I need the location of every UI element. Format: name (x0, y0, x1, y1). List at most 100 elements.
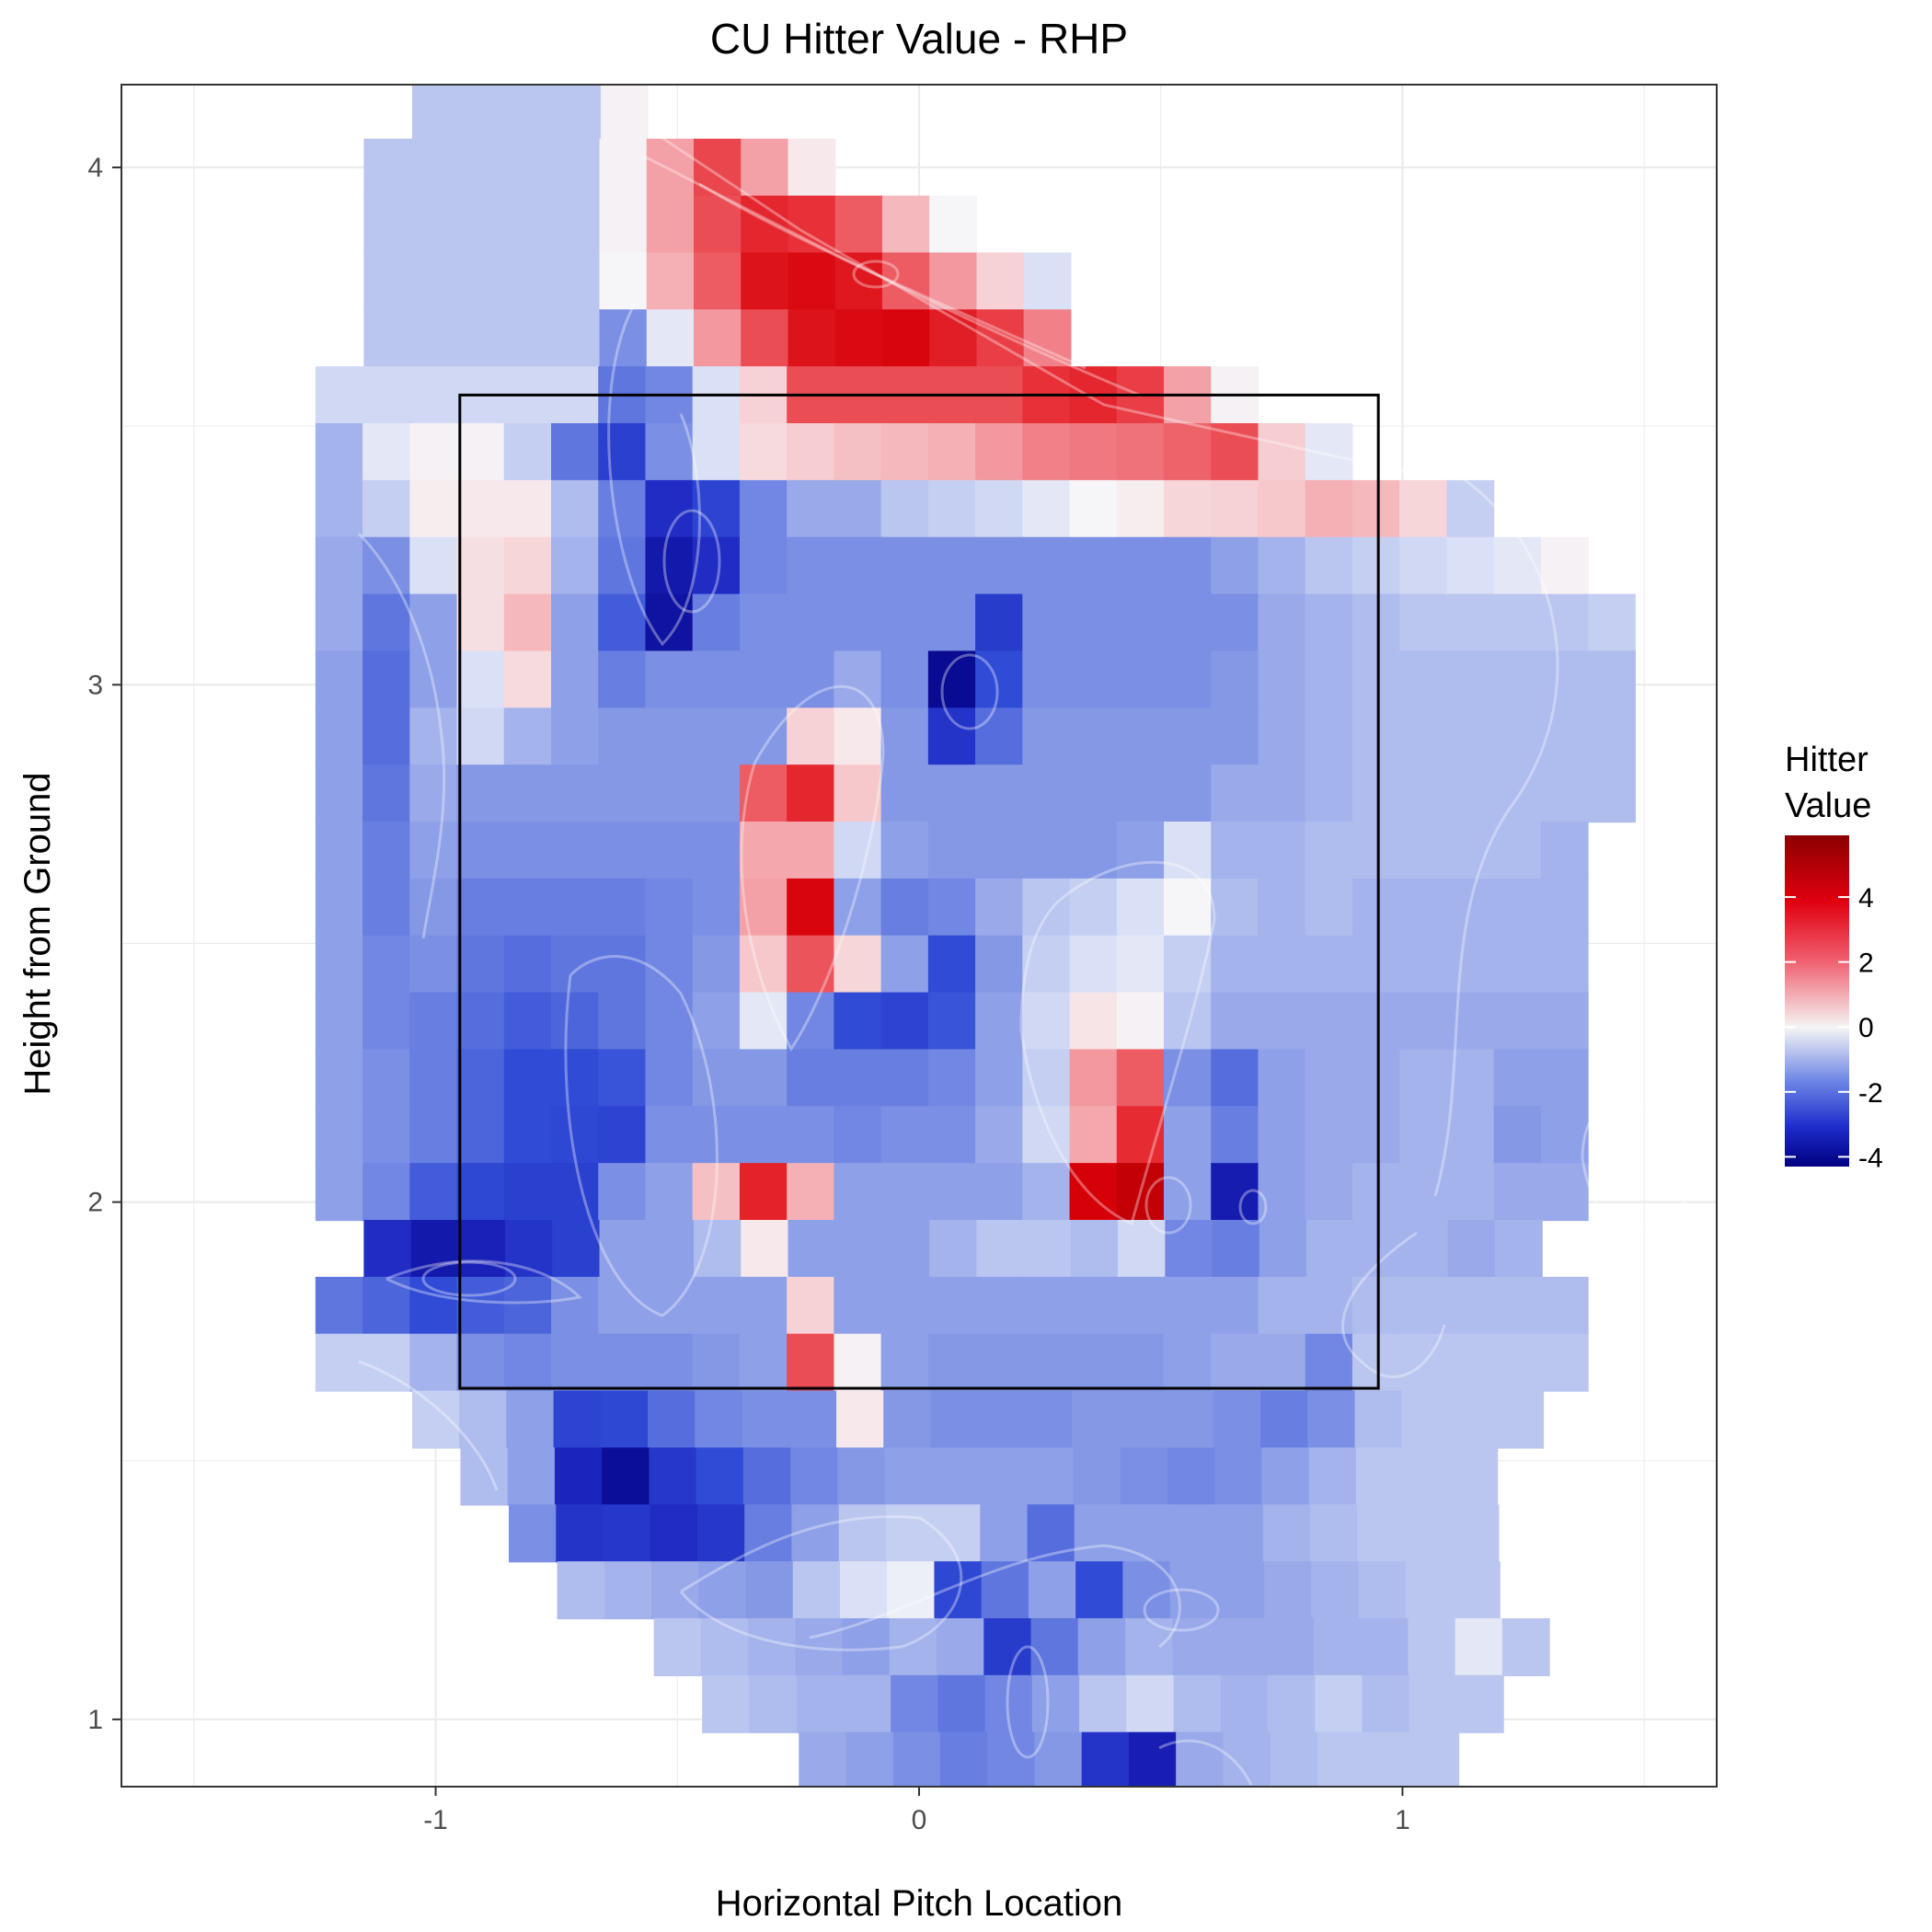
heatmap-tile (362, 423, 410, 482)
heatmap-tile (1540, 650, 1589, 709)
heatmap-tile (1116, 423, 1165, 482)
heatmap-tile (1211, 707, 1259, 766)
x-tick-label: 1 (1395, 1805, 1410, 1835)
heatmap-tile (983, 1617, 1032, 1676)
heatmap-tile (975, 1276, 1023, 1335)
heatmap-tile (1400, 1219, 1449, 1279)
heatmap-tile (1493, 1333, 1542, 1392)
heatmap-tile (1399, 536, 1447, 595)
heatmap-tile (598, 536, 647, 595)
heatmap-tile (692, 878, 741, 937)
heatmap-tile (1258, 1106, 1306, 1165)
heatmap-tile (1405, 1561, 1454, 1620)
heatmap-tile (645, 822, 694, 880)
heatmap-tile (457, 309, 506, 368)
heatmap-tile (1450, 1447, 1499, 1506)
heatmap-tile (1399, 822, 1447, 880)
heatmap-tile (1118, 1219, 1166, 1279)
heatmap-tile (362, 650, 410, 709)
heatmap-tile (315, 1049, 363, 1108)
heatmap-tile (694, 309, 742, 368)
y-tick-label: 4 (87, 153, 103, 183)
heatmap-tile (598, 479, 647, 538)
heatmap-tile (975, 707, 1023, 766)
heatmap-tile (315, 707, 363, 766)
legend-break-label: 0 (1858, 1013, 1874, 1043)
heatmap-tile (696, 1447, 744, 1506)
heatmap-tile (509, 1504, 557, 1563)
heatmap-tile (1211, 1106, 1259, 1165)
heatmap-tile (456, 878, 505, 937)
heatmap-tile (1351, 707, 1400, 766)
heatmap-tile (979, 1447, 1027, 1506)
heatmap-tile (741, 138, 789, 197)
heatmap-tile (692, 423, 741, 482)
heatmap-tile (788, 195, 836, 254)
heatmap-tile (552, 1219, 601, 1279)
heatmap-tile (1069, 935, 1118, 994)
heatmap-tile (503, 1049, 552, 1108)
heatmap-tile (1166, 1390, 1214, 1449)
heatmap-tile (362, 1333, 410, 1392)
heatmap-tile (1455, 1674, 1504, 1733)
heatmap-tile (1540, 935, 1589, 994)
heatmap-tile (1116, 935, 1165, 994)
heatmap-tile (1211, 822, 1259, 880)
heatmap-tile (456, 1106, 505, 1165)
heatmap-tile (1128, 1731, 1177, 1787)
heatmap-tile (646, 195, 695, 254)
heatmap-tile (460, 1447, 509, 1506)
density-contours (357, 136, 1704, 1786)
heatmap-tile (929, 252, 977, 311)
heatmap-tile (975, 765, 1023, 823)
heatmap-tile (604, 1561, 652, 1620)
heatmap-tile (1072, 1390, 1120, 1449)
heatmap-tile (1211, 1049, 1259, 1108)
heatmap-tile (787, 1106, 834, 1165)
legend-breaks: 4 2 0 -2 -4 (1785, 883, 1883, 1173)
heatmap-tile (937, 1674, 986, 1733)
heatmap-tile (552, 252, 601, 311)
heatmap-tile (1351, 878, 1400, 937)
heatmap-tile (1351, 1163, 1400, 1222)
heatmap-tile (1258, 1333, 1306, 1392)
heatmap-tile (503, 992, 552, 1051)
heatmap-tile (837, 1447, 886, 1506)
heatmap-tile (1069, 992, 1118, 1051)
heatmap-tile (603, 1504, 651, 1563)
heatmap-tile (456, 935, 505, 994)
heatmap-tile (409, 1163, 458, 1222)
heatmap-tile (457, 1219, 506, 1279)
heatmap-tile (599, 138, 648, 197)
contour-line (1158, 1739, 1253, 1786)
heatmap-tile (1116, 1049, 1165, 1108)
heatmap-tile (551, 479, 599, 538)
heatmap-tile (1351, 1333, 1400, 1392)
heatmap-tile (1069, 707, 1118, 766)
heatmap-tile (409, 423, 458, 482)
heatmap-tile (975, 1049, 1023, 1108)
heatmap-tile (1501, 1617, 1550, 1676)
heatmap-tile (975, 935, 1023, 994)
x-tick-label: 0 (912, 1805, 927, 1835)
heatmap-tile (1447, 1219, 1496, 1279)
heatmap-tile (1022, 765, 1071, 823)
heatmap-tile (645, 1276, 694, 1335)
heatmap-tile (839, 1561, 888, 1620)
heatmap-tile (1399, 992, 1447, 1051)
heatmap-tile (933, 1504, 981, 1563)
heatmap-tile (598, 650, 647, 709)
heatmap-tile (456, 1276, 505, 1335)
heatmap-tile (836, 1390, 884, 1449)
heatmap-tile (927, 822, 976, 880)
heatmap-tile (1540, 707, 1589, 766)
heatmap-tile (739, 423, 788, 482)
heatmap-tile (1351, 935, 1400, 994)
heatmap-tile (459, 85, 507, 140)
heatmap-tile (1446, 479, 1495, 538)
heatmap-tile (598, 992, 647, 1051)
heatmap-tile (409, 536, 458, 595)
heatmap-tile (1069, 1163, 1118, 1222)
heatmap-tile (880, 423, 929, 482)
heatmap-tile (1116, 1276, 1165, 1335)
